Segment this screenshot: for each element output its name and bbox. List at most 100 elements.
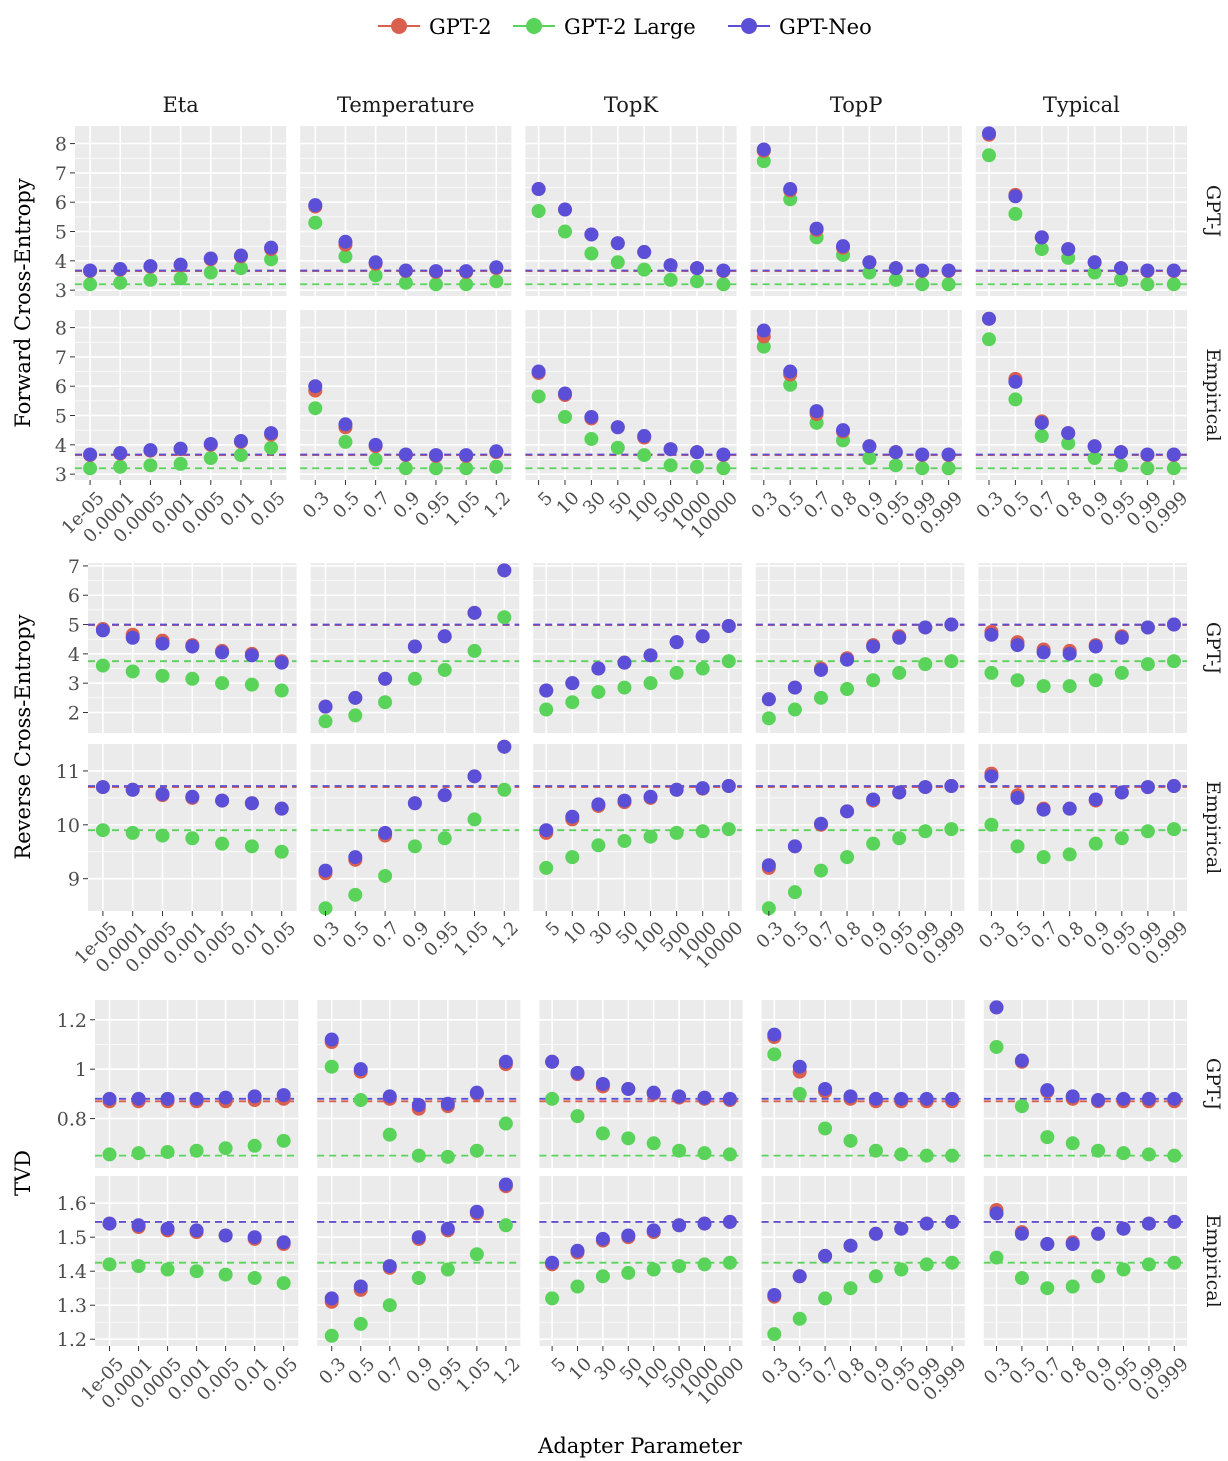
x-tick-label: 0.7 xyxy=(369,918,404,953)
y-tick-label: 10 xyxy=(56,815,80,837)
point-gpt-neo xyxy=(378,671,393,686)
panel-background xyxy=(755,744,965,911)
panel-background xyxy=(983,1000,1187,1168)
y-tick-label: 1.4 xyxy=(57,1261,87,1283)
point-gpt-neo xyxy=(189,1091,204,1106)
panel-topk-gpt-j xyxy=(533,563,742,733)
point-gpt-neo xyxy=(459,264,474,279)
point-gpt-neo xyxy=(558,202,572,217)
y-tick-label: 5 xyxy=(55,222,67,244)
point-gpt-2-large xyxy=(185,831,200,846)
point-gpt-neo xyxy=(1010,638,1025,653)
point-gpt-neo xyxy=(218,1090,233,1105)
point-gpt-neo xyxy=(437,629,452,644)
point-gpt-neo xyxy=(324,1291,339,1306)
y-tick-label: 1.2 xyxy=(57,1010,87,1032)
panel-background xyxy=(750,310,962,480)
point-gpt-neo xyxy=(531,364,546,379)
point-gpt-neo xyxy=(498,1177,513,1192)
point-gpt-2-large xyxy=(918,657,933,672)
point-gpt-2-large xyxy=(437,831,452,846)
point-gpt-neo xyxy=(489,260,504,275)
point-gpt-neo xyxy=(215,793,230,808)
point-gpt-neo xyxy=(695,781,710,796)
point-gpt-2-large xyxy=(722,1147,737,1162)
point-gpt-2-large xyxy=(411,1271,426,1285)
point-gpt-2-large xyxy=(941,277,956,292)
point-gpt-2-large xyxy=(95,658,110,673)
point-gpt-2-large xyxy=(1040,1281,1055,1296)
panel-background xyxy=(761,1176,965,1346)
point-gpt-neo xyxy=(1140,447,1155,462)
point-gpt-neo xyxy=(160,1221,175,1236)
point-gpt-neo xyxy=(836,423,850,438)
point-gpt-neo xyxy=(888,445,903,460)
point-gpt-neo xyxy=(1087,439,1102,454)
point-gpt-2-large xyxy=(767,1047,782,1062)
point-gpt-neo xyxy=(276,1088,291,1103)
point-gpt-2-large xyxy=(218,1141,233,1156)
point-gpt-2-large xyxy=(843,1133,858,1148)
point-gpt-2-large xyxy=(378,868,393,883)
point-gpt-neo xyxy=(944,617,959,632)
point-gpt-2-large xyxy=(1014,1099,1029,1114)
panel-typical-gpt-j xyxy=(983,1000,1187,1168)
panel-typical-gpt-j: Typical xyxy=(975,93,1187,296)
panel-background xyxy=(978,563,1187,733)
point-gpt-neo xyxy=(1087,255,1102,270)
point-gpt-neo xyxy=(428,264,443,279)
point-gpt-neo xyxy=(646,1223,661,1238)
point-gpt-neo xyxy=(274,655,289,670)
point-gpt-neo xyxy=(843,1238,858,1253)
point-gpt-neo xyxy=(1140,620,1155,635)
legend-marker xyxy=(391,18,407,34)
point-gpt-2-large xyxy=(1040,1130,1055,1145)
x-tick-label: 5 xyxy=(534,488,557,511)
point-gpt-neo xyxy=(545,1255,560,1270)
point-gpt-2-large xyxy=(894,1147,909,1162)
point-gpt-neo xyxy=(756,323,771,338)
point-gpt-neo xyxy=(531,182,546,197)
point-gpt-2-large xyxy=(669,825,684,840)
point-gpt-2-large xyxy=(189,1143,204,1158)
point-gpt-neo xyxy=(836,239,850,254)
x-tick-label: 0.05 xyxy=(247,488,290,531)
point-gpt-2-large xyxy=(1114,665,1129,680)
point-gpt-neo xyxy=(1088,639,1103,654)
point-gpt-neo xyxy=(125,630,140,645)
point-gpt-neo xyxy=(497,563,512,578)
point-gpt-neo xyxy=(565,809,580,824)
panel-background xyxy=(750,126,962,296)
point-gpt-neo xyxy=(1166,617,1181,632)
point-gpt-neo xyxy=(862,255,877,270)
point-gpt-2-large xyxy=(843,1281,858,1296)
point-gpt-2-large xyxy=(1114,272,1128,287)
x-tick-label: 0.05 xyxy=(257,918,300,961)
point-gpt-2-large xyxy=(690,459,704,474)
point-gpt-neo xyxy=(247,1230,262,1245)
point-gpt-neo xyxy=(1040,1237,1055,1251)
point-gpt-neo xyxy=(818,1248,833,1263)
point-gpt-2-large xyxy=(1166,822,1181,837)
point-gpt-2-large xyxy=(591,684,606,699)
panel-background xyxy=(525,126,737,296)
point-gpt-neo xyxy=(545,1054,560,1069)
point-gpt-neo xyxy=(721,619,736,634)
point-gpt-neo xyxy=(467,605,482,620)
y-tick-label: 7 xyxy=(68,556,80,578)
point-gpt-neo xyxy=(218,1228,233,1243)
x-tick-label: 1.05 xyxy=(450,918,493,961)
point-gpt-2-large xyxy=(407,839,422,854)
point-gpt-neo xyxy=(203,251,218,266)
point-gpt-neo xyxy=(407,639,422,654)
point-gpt-2-large xyxy=(643,676,658,691)
point-gpt-neo xyxy=(646,1085,661,1100)
point-gpt-neo xyxy=(637,429,652,444)
legend-label: GPT-2 Large xyxy=(564,15,696,39)
point-gpt-2-large xyxy=(378,695,393,710)
panel-background xyxy=(539,1000,743,1168)
point-gpt-2-large xyxy=(584,246,599,261)
